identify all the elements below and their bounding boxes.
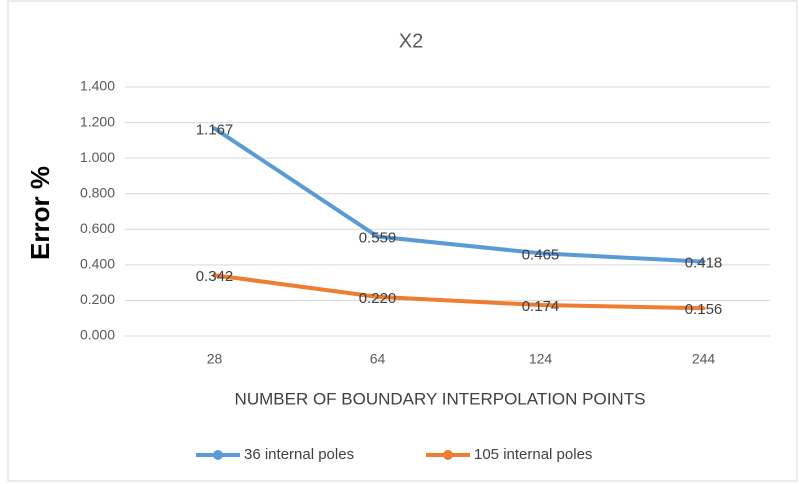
y-tick-label: 0.200 [80, 291, 115, 307]
series-line [212, 126, 706, 264]
legend-label: 105 internal poles [474, 446, 592, 463]
x-tick-label: 124 [529, 351, 553, 367]
series-line [212, 273, 706, 311]
x-tick-label: 244 [692, 351, 716, 367]
legend-marker [443, 450, 453, 460]
y-tick-label: 0.400 [80, 256, 115, 272]
y-tick-label: 1.000 [80, 149, 115, 165]
data-label: 0.342 [196, 268, 234, 285]
data-label: 0.174 [522, 298, 560, 315]
data-label: 0.559 [359, 230, 397, 247]
data-label: 1.167 [196, 121, 234, 138]
data-label: 0.220 [359, 290, 397, 307]
y-tick-label: 1.400 [80, 78, 115, 94]
y-tick-label: 0.600 [80, 220, 115, 236]
data-label: 0.465 [522, 246, 560, 263]
y-tick-label: 0.000 [80, 327, 115, 343]
data-label: 0.156 [685, 301, 723, 318]
x-tick-label: 64 [370, 351, 386, 367]
legend-label: 36 internal poles [244, 446, 354, 463]
y-tick-label: 0.800 [80, 184, 115, 200]
y-axis-label: Error % [25, 166, 55, 260]
chart-title: X2 [399, 30, 423, 52]
data-label: 0.418 [685, 255, 723, 272]
y-tick-label: 1.200 [80, 113, 115, 129]
x-tick-label: 28 [207, 351, 223, 367]
legend-marker [213, 450, 223, 460]
x-axis-label: NUMBER OF BOUNDARY INTERPOLATION POINTS [235, 389, 646, 408]
